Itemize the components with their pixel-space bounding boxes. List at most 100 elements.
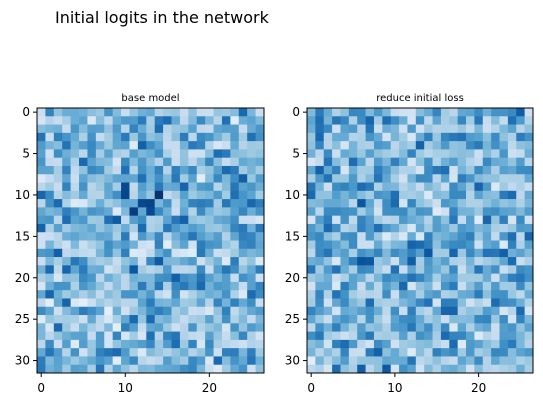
- heatmap-cell: [104, 290, 114, 299]
- heatmap-cell: [196, 298, 206, 308]
- heatmap-cell: [255, 315, 265, 324]
- heatmap-cell: [188, 132, 198, 142]
- heatmap-cell: [238, 116, 248, 125]
- heatmap-cell: [255, 108, 265, 117]
- heatmap-cell: [112, 315, 122, 324]
- heatmap-cell: [221, 348, 231, 357]
- heatmap-cell: [53, 116, 63, 125]
- heatmap-cell: [482, 315, 492, 324]
- heatmap-cell: [79, 273, 88, 283]
- heatmap-cell: [238, 290, 248, 299]
- heatmap-cell: [179, 149, 189, 159]
- heatmap-cell: [499, 165, 509, 175]
- panel-title-base-model: base model: [121, 93, 179, 104]
- heatmap-cell: [247, 265, 256, 274]
- heatmap-cell: [466, 165, 475, 175]
- heatmap-cell: [424, 141, 433, 150]
- heatmap-cell: [146, 273, 156, 283]
- heatmap-cell: [348, 165, 358, 175]
- heatmap-cell: [62, 232, 71, 241]
- heatmap-cell: [62, 265, 71, 274]
- heatmap-cell: [79, 240, 88, 250]
- heatmap-cell: [315, 199, 325, 208]
- heatmap-cell: [382, 165, 392, 175]
- heatmap-cell: [70, 149, 80, 159]
- heatmap-cell: [95, 315, 105, 324]
- heatmap-cell: [415, 199, 425, 208]
- heatmap-cell: [188, 124, 198, 134]
- heatmap-cell: [449, 339, 459, 349]
- heatmap-cell: [179, 223, 189, 233]
- heatmap-cell: [95, 174, 105, 183]
- heatmap-cell: [62, 165, 71, 175]
- heatmap-cell: [491, 108, 500, 117]
- heatmap-cell: [482, 290, 492, 299]
- heatmap-cell: [230, 132, 240, 142]
- heatmap-cell: [482, 174, 492, 183]
- heatmap-cell: [247, 339, 256, 349]
- heatmap-cell: [407, 116, 417, 125]
- heatmap-cell: [137, 165, 147, 175]
- heatmap-cell: [53, 298, 63, 308]
- heatmap-cell: [45, 149, 55, 159]
- heatmap-cell: [163, 124, 172, 134]
- heatmap-cell: [323, 108, 333, 117]
- heatmap-cell: [163, 149, 172, 159]
- heatmap-cell: [323, 364, 333, 374]
- heatmap-cell: [79, 182, 88, 192]
- heatmap-cell: [137, 281, 147, 291]
- heatmap-cell: [70, 339, 80, 349]
- heatmap-cell: [196, 157, 206, 167]
- heatmap-cell: [332, 348, 341, 357]
- heatmap-cell: [348, 273, 358, 283]
- heatmap-cell: [307, 240, 316, 250]
- heatmap-cell: [507, 199, 517, 208]
- heatmap-cell: [424, 124, 433, 134]
- heatmap-cell: [62, 364, 71, 374]
- heatmap-cell: [70, 182, 80, 192]
- heatmap-cell: [415, 157, 425, 167]
- heatmap-cell: [196, 132, 206, 142]
- heatmap-cell: [399, 240, 408, 250]
- heatmap-cell: [315, 240, 325, 250]
- heatmap-cell: [491, 290, 500, 299]
- heatmap-cell: [365, 298, 375, 308]
- heatmap-cell: [137, 149, 147, 159]
- heatmap-cell: [340, 215, 350, 225]
- heatmap-cell: [499, 199, 509, 208]
- heatmap-cell: [221, 141, 231, 150]
- heatmap-cell: [415, 116, 425, 125]
- heatmap-cell: [213, 356, 223, 366]
- heatmap-cell: [399, 108, 408, 117]
- heatmap-cell: [491, 298, 500, 308]
- heatmap-cell: [129, 281, 139, 291]
- heatmap-cell: [457, 199, 467, 208]
- heatmap-cell: [79, 281, 88, 291]
- heatmap-cell: [357, 141, 366, 150]
- heatmap-cell: [415, 141, 425, 150]
- heatmap-cell: [499, 132, 509, 142]
- heatmap-cell: [121, 124, 130, 134]
- heatmap-cell: [255, 207, 265, 217]
- heatmap-cell: [457, 132, 467, 142]
- heatmap-cell: [247, 257, 256, 266]
- heatmap-cell: [373, 182, 383, 192]
- heatmap-cell: [255, 331, 265, 341]
- heatmap-cell: [87, 174, 97, 183]
- heatmap-cell: [53, 199, 63, 208]
- heatmap-cell: [154, 157, 164, 167]
- heatmap-cell: [70, 190, 80, 200]
- heatmap-cell: [188, 223, 198, 233]
- heatmap-cell: [230, 240, 240, 250]
- heatmap-cell: [516, 315, 525, 324]
- heatmap-cell: [390, 108, 400, 117]
- heatmap-cell: [315, 356, 325, 366]
- heatmap-cell: [163, 182, 172, 192]
- heatmap-cell: [466, 290, 475, 299]
- heatmap-cell: [365, 199, 375, 208]
- heatmap-cell: [365, 339, 375, 349]
- heatmap-cell: [457, 240, 467, 250]
- heatmap-cell: [424, 108, 433, 117]
- heatmap-cell: [104, 223, 114, 233]
- heatmap-cell: [466, 232, 475, 241]
